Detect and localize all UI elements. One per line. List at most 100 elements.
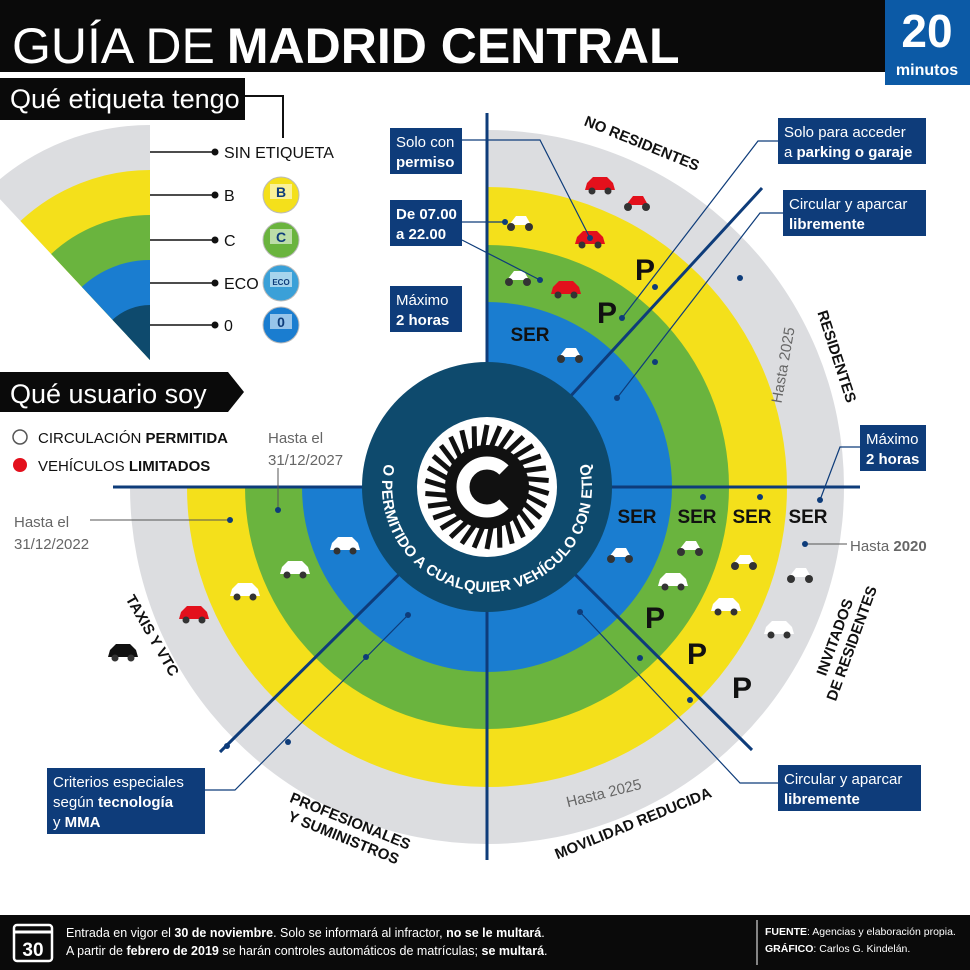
callout-dot bbox=[502, 219, 508, 225]
car-wheel bbox=[249, 593, 257, 601]
calendar-day: 30 bbox=[22, 940, 43, 961]
callout-leader bbox=[616, 212, 783, 399]
callout-dot bbox=[363, 654, 369, 660]
logo-word: minutos bbox=[896, 62, 958, 79]
car-icon bbox=[330, 537, 360, 550]
callout-box bbox=[860, 425, 926, 471]
user-item-part: PERMITIDA bbox=[146, 430, 229, 447]
callout-text: Solo con bbox=[396, 134, 454, 151]
sticker-panel bbox=[270, 184, 292, 199]
callout-dot bbox=[757, 494, 763, 500]
callout-text-part: permiso bbox=[396, 154, 454, 171]
car-icon bbox=[551, 281, 581, 294]
logo-spike bbox=[526, 484, 550, 496]
footer-text-part: se multará bbox=[482, 944, 545, 958]
label-text: 0 bbox=[224, 318, 233, 335]
callout-text-part: Máximo bbox=[396, 292, 449, 309]
sticker-text: 0 bbox=[277, 314, 285, 330]
label-text: ECO bbox=[224, 276, 259, 293]
callout-text: según tecnología bbox=[53, 794, 174, 811]
logo-spike bbox=[511, 515, 526, 539]
user-item-part: VEHÍCULOS bbox=[38, 458, 129, 475]
user-item: CIRCULACIÓN PERMITIDA bbox=[38, 430, 228, 447]
label-dot bbox=[211, 321, 219, 329]
parking-mark: P bbox=[732, 672, 752, 705]
callout-dot bbox=[652, 284, 658, 290]
callout-text: De 07.00 bbox=[396, 206, 457, 223]
user-item: VEHÍCULOS LIMITADOS bbox=[38, 458, 210, 475]
logo-box bbox=[885, 0, 970, 85]
ser-mark: SER bbox=[617, 507, 656, 528]
bracket bbox=[245, 95, 284, 138]
car-wheel bbox=[578, 241, 586, 249]
callout-text-part: y bbox=[53, 814, 65, 831]
sticker-panel bbox=[270, 229, 292, 244]
callout-text: Solo para acceder bbox=[784, 124, 906, 141]
label-dot bbox=[211, 148, 219, 156]
users-title: Qué usuario soy bbox=[10, 379, 207, 409]
car-wheel bbox=[570, 291, 578, 299]
car-wheel bbox=[783, 631, 791, 639]
footer-credit-part: FUENTE bbox=[765, 926, 807, 938]
logo-spike bbox=[525, 476, 549, 484]
date-text: 31/12/2022 bbox=[14, 536, 89, 553]
logo-spike bbox=[431, 454, 453, 473]
date-dot bbox=[802, 541, 808, 547]
date-text-part: 31/12/2027 bbox=[268, 452, 343, 469]
date-dot bbox=[275, 507, 281, 513]
callout-dot bbox=[637, 655, 643, 661]
logo-spike bbox=[432, 508, 456, 521]
footer-text-part: Entrada en vigor el bbox=[66, 926, 174, 940]
car-wheel bbox=[588, 187, 596, 195]
callout-text-part: Máximo bbox=[866, 431, 919, 448]
callout-dot bbox=[817, 497, 823, 503]
moto-icon bbox=[507, 271, 529, 280]
date-text: Hasta el bbox=[14, 514, 69, 531]
callout-dot bbox=[537, 277, 543, 283]
callout-dot bbox=[587, 235, 593, 241]
car-wheel bbox=[661, 583, 669, 591]
callout-text-part: Criterios especiales bbox=[53, 774, 184, 791]
car-wheel bbox=[594, 241, 602, 249]
callout-leader bbox=[579, 611, 778, 784]
moto-wheel bbox=[624, 203, 632, 211]
car-wheel bbox=[198, 616, 206, 624]
moto-wheel bbox=[507, 223, 515, 231]
logo-spike bbox=[517, 508, 536, 531]
car-wheel bbox=[182, 616, 190, 624]
car-wheel bbox=[604, 187, 612, 195]
title-bold: MADRID CENTRAL bbox=[227, 18, 680, 74]
callout-dot bbox=[405, 612, 411, 618]
callout-text-part: Circular y aparcar bbox=[789, 196, 907, 213]
callout-text-part: De 07.00 bbox=[396, 206, 457, 223]
moto-wheel bbox=[787, 575, 795, 583]
users-title-box bbox=[0, 372, 244, 412]
footer-text-part: no se le multará bbox=[446, 926, 541, 940]
label-dot bbox=[211, 236, 219, 244]
parking-mark: P bbox=[687, 638, 707, 671]
car-wheel bbox=[677, 583, 685, 591]
header-title: GUÍA DE MADRID CENTRAL bbox=[12, 18, 680, 74]
footer-credit-part: : Agencias y elaboración propia. bbox=[807, 926, 956, 938]
car-wheel bbox=[349, 547, 357, 555]
logo-spike bbox=[480, 424, 490, 448]
moto-wheel bbox=[525, 223, 533, 231]
moto-wheel bbox=[557, 355, 565, 363]
logo-spike bbox=[512, 443, 535, 460]
sticker-panel bbox=[270, 314, 292, 329]
logo-spike bbox=[524, 493, 548, 509]
date-text-part: Hasta el bbox=[268, 430, 323, 447]
ser-mark: SER bbox=[677, 507, 716, 528]
user-item-part: LIMITADOS bbox=[129, 458, 210, 475]
callout-text-part: 2 horas bbox=[396, 312, 449, 329]
moto-wheel bbox=[575, 355, 583, 363]
logo-spike bbox=[523, 465, 547, 474]
labels-title-box bbox=[0, 78, 245, 120]
logo-spike bbox=[504, 521, 515, 545]
footer-text-part: . bbox=[541, 926, 544, 940]
moto-icon bbox=[509, 216, 531, 225]
date-text-part: 31/12/2022 bbox=[14, 536, 89, 553]
callout-text: Circular y aparcar bbox=[784, 771, 902, 788]
footer-text-part: . Solo se informará al infractor, bbox=[273, 926, 446, 940]
